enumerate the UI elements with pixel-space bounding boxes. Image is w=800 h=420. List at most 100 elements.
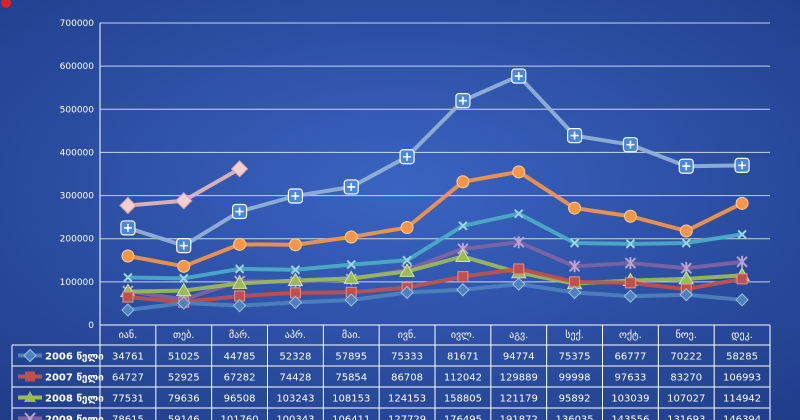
data-point-cross <box>682 162 691 171</box>
table-cell: 99998 <box>559 373 591 384</box>
table-cell: 158805 <box>444 394 482 405</box>
data-point <box>233 237 247 251</box>
table-cell: 86708 <box>391 373 423 384</box>
data-point <box>681 238 691 248</box>
data-point-cross <box>738 161 747 170</box>
series-8 <box>119 160 249 215</box>
table-cell: 83270 <box>670 373 702 384</box>
data-point <box>344 293 358 307</box>
data-point <box>737 229 747 240</box>
table-cell: 78615 <box>112 415 144 420</box>
table-cell: 100343 <box>276 415 314 420</box>
x-tick-label: თებ. <box>173 329 194 341</box>
data-point <box>119 196 137 215</box>
table-cell: 75333 <box>391 352 423 363</box>
table-cell: 64727 <box>112 373 144 384</box>
table-cell: 121179 <box>500 394 538 405</box>
y-tick-label: 600000 <box>60 62 95 72</box>
legend-marker <box>23 348 37 363</box>
data-point <box>569 238 580 248</box>
data-point-cross <box>626 140 635 149</box>
data-point <box>231 275 248 289</box>
data-point <box>232 298 247 313</box>
data-point <box>625 239 636 249</box>
table-cell: 75854 <box>335 373 367 384</box>
data-point-cross <box>570 131 579 140</box>
table-cell: 143556 <box>611 415 649 420</box>
data-point <box>568 260 581 273</box>
data-point <box>623 289 638 303</box>
x-tick-label: სექ. <box>565 329 584 341</box>
table-cell: 103039 <box>611 394 649 405</box>
data-point <box>287 272 304 286</box>
table-cell: 106411 <box>332 415 370 420</box>
data-point <box>514 208 524 219</box>
table-cell: 129889 <box>500 373 538 384</box>
data-point <box>456 283 470 297</box>
data-point <box>177 259 191 273</box>
data-point <box>736 273 748 285</box>
x-tick-label: ნოე. <box>676 329 697 341</box>
table-cell: 103243 <box>276 394 314 405</box>
table-cell: 176495 <box>444 415 482 420</box>
data-point <box>455 248 471 262</box>
data-point-cross <box>291 192 300 201</box>
data-point <box>679 287 693 302</box>
x-tick-label: აპრ. <box>285 329 306 341</box>
data-table: 2006 წელი 34761 51025 44785 52328 57895 75333 8… <box>11 325 771 420</box>
x-tick-label: იან. <box>119 329 138 341</box>
table-cell: 191872 <box>500 415 538 420</box>
legend-marker <box>24 412 36 420</box>
y-tick-label: 700000 <box>60 19 95 29</box>
series-name: 2006 წელი <box>45 351 104 363</box>
data-point <box>623 209 637 223</box>
data-point <box>400 220 414 234</box>
table-cell: 106993 <box>723 373 761 384</box>
data-point <box>457 271 469 283</box>
data-point <box>679 224 693 238</box>
data-point <box>343 270 360 284</box>
x-tick-label: ივლ. <box>451 330 475 341</box>
data-point-cross <box>123 223 132 232</box>
series-line <box>125 74 745 248</box>
table-cell: 77531 <box>112 394 144 405</box>
table-cell: 52328 <box>280 352 312 363</box>
table-cell: 107027 <box>667 394 705 405</box>
data-point <box>288 295 303 310</box>
table-cell: 70222 <box>670 352 702 363</box>
table-cell: 97633 <box>615 373 647 384</box>
data-point <box>399 263 415 277</box>
red-dot-icon <box>1 0 11 8</box>
table-cell: 127729 <box>388 415 426 420</box>
table-cell: 112042 <box>444 373 482 384</box>
series-line <box>125 266 745 305</box>
series-line <box>125 211 745 281</box>
series-line <box>125 254 745 294</box>
table-cell: 124153 <box>388 394 426 405</box>
x-tick-label: ივნ. <box>398 329 417 341</box>
table-cell: 75375 <box>559 352 591 363</box>
table-cell: 44785 <box>224 352 256 363</box>
y-tick-label: 100000 <box>60 278 95 288</box>
table-cell: 95892 <box>559 394 591 405</box>
data-point <box>736 255 748 268</box>
data-point <box>569 276 581 288</box>
series-7 <box>120 68 750 254</box>
table-cell: 96508 <box>224 394 256 405</box>
table-cell: 101760 <box>220 415 258 420</box>
table-cell: 108153 <box>332 394 370 405</box>
series-6 <box>121 165 749 273</box>
data-point-cross <box>403 152 412 161</box>
data-point <box>512 277 526 291</box>
data-point <box>512 165 526 179</box>
data-point <box>400 285 414 300</box>
data-point <box>230 160 249 178</box>
table-cell: 57895 <box>335 352 367 363</box>
data-point <box>735 293 749 307</box>
x-tick-label: მარ. <box>229 329 250 341</box>
data-point <box>458 221 468 231</box>
table-cell: 58285 <box>726 352 758 363</box>
x-tick-label: აგვ. <box>509 330 528 341</box>
